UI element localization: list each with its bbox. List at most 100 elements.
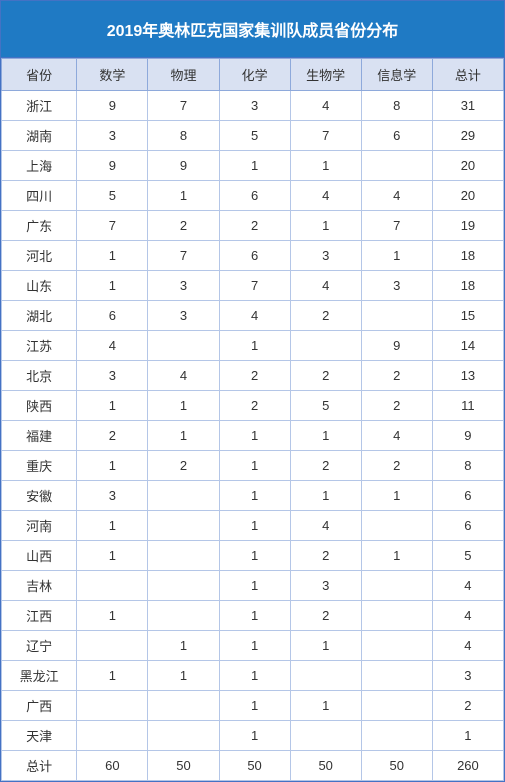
- data-table: 省份 数学 物理 化学 生物学 信息学 总计 浙江9734831湖南385762…: [1, 58, 504, 781]
- province-cell: 湖北: [2, 301, 77, 331]
- value-cell: 1: [148, 631, 219, 661]
- value-cell: 4: [432, 571, 503, 601]
- value-cell: [361, 301, 432, 331]
- table-row: 北京3422213: [2, 361, 504, 391]
- value-cell: 6: [432, 481, 503, 511]
- value-cell: 13: [432, 361, 503, 391]
- value-cell: 1: [290, 151, 361, 181]
- province-cell: 福建: [2, 421, 77, 451]
- value-cell: [290, 721, 361, 751]
- value-cell: [361, 601, 432, 631]
- value-cell: 6: [219, 181, 290, 211]
- value-cell: 7: [77, 211, 148, 241]
- value-cell: 1: [219, 451, 290, 481]
- value-cell: 3: [290, 241, 361, 271]
- value-cell: 4: [290, 271, 361, 301]
- table-row: 湖北634215: [2, 301, 504, 331]
- value-cell: 1: [219, 421, 290, 451]
- value-cell: 1: [219, 661, 290, 691]
- value-cell: 1: [361, 541, 432, 571]
- value-cell: 3: [148, 271, 219, 301]
- value-cell: 3: [77, 481, 148, 511]
- value-cell: [361, 151, 432, 181]
- total-value: 260: [432, 751, 503, 781]
- value-cell: 15: [432, 301, 503, 331]
- value-cell: 1: [361, 241, 432, 271]
- province-cell: 重庆: [2, 451, 77, 481]
- value-cell: [148, 331, 219, 361]
- value-cell: 2: [432, 691, 503, 721]
- value-cell: 7: [290, 121, 361, 151]
- value-cell: 4: [290, 181, 361, 211]
- total-value: 50: [361, 751, 432, 781]
- value-cell: 5: [290, 391, 361, 421]
- value-cell: 3: [361, 271, 432, 301]
- col-header: 省份: [2, 59, 77, 91]
- value-cell: 1: [148, 421, 219, 451]
- table-row: 河南1146: [2, 511, 504, 541]
- value-cell: 4: [219, 301, 290, 331]
- table-row: 上海991120: [2, 151, 504, 181]
- value-cell: 1: [77, 511, 148, 541]
- value-cell: 3: [219, 91, 290, 121]
- value-cell: 1: [77, 541, 148, 571]
- total-value: 50: [290, 751, 361, 781]
- value-cell: 9: [148, 151, 219, 181]
- value-cell: 29: [432, 121, 503, 151]
- value-cell: [148, 721, 219, 751]
- value-cell: 1: [290, 421, 361, 451]
- value-cell: 4: [77, 331, 148, 361]
- province-cell: 吉林: [2, 571, 77, 601]
- total-value: 50: [219, 751, 290, 781]
- value-cell: 1: [361, 481, 432, 511]
- province-cell: 安徽: [2, 481, 77, 511]
- value-cell: 3: [432, 661, 503, 691]
- value-cell: 2: [219, 391, 290, 421]
- total-value: 60: [77, 751, 148, 781]
- value-cell: 6: [77, 301, 148, 331]
- province-cell: 湖南: [2, 121, 77, 151]
- value-cell: [361, 511, 432, 541]
- header-row: 省份 数学 物理 化学 生物学 信息学 总计: [2, 59, 504, 91]
- value-cell: 6: [361, 121, 432, 151]
- province-cell: 天津: [2, 721, 77, 751]
- value-cell: 2: [148, 451, 219, 481]
- value-cell: 1: [77, 241, 148, 271]
- col-header: 化学: [219, 59, 290, 91]
- province-cell: 北京: [2, 361, 77, 391]
- province-cell: 陕西: [2, 391, 77, 421]
- col-header: 信息学: [361, 59, 432, 91]
- value-cell: 2: [290, 451, 361, 481]
- value-cell: 31: [432, 91, 503, 121]
- col-header: 物理: [148, 59, 219, 91]
- table-row: 黑龙江1113: [2, 661, 504, 691]
- value-cell: 1: [148, 391, 219, 421]
- value-cell: 1: [219, 511, 290, 541]
- value-cell: 1: [290, 481, 361, 511]
- value-cell: 4: [361, 421, 432, 451]
- table-row: 广东7221719: [2, 211, 504, 241]
- value-cell: 8: [432, 451, 503, 481]
- province-cell: 广东: [2, 211, 77, 241]
- value-cell: [77, 721, 148, 751]
- value-cell: 7: [361, 211, 432, 241]
- value-cell: 5: [219, 121, 290, 151]
- value-cell: 3: [290, 571, 361, 601]
- value-cell: 20: [432, 181, 503, 211]
- province-cell: 山东: [2, 271, 77, 301]
- value-cell: [361, 661, 432, 691]
- page-title: 2019年奥林匹克国家集训队成员省份分布: [1, 1, 504, 58]
- value-cell: [361, 571, 432, 601]
- value-cell: 1: [77, 661, 148, 691]
- total-row: 总计6050505050260: [2, 751, 504, 781]
- value-cell: 1: [77, 601, 148, 631]
- value-cell: 20: [432, 151, 503, 181]
- table-row: 山东1374318: [2, 271, 504, 301]
- value-cell: 2: [290, 541, 361, 571]
- value-cell: 1: [148, 661, 219, 691]
- value-cell: [290, 331, 361, 361]
- value-cell: 2: [77, 421, 148, 451]
- table-container: 2019年奥林匹克国家集训队成员省份分布 省份 数学 物理 化学 生物学 信息学…: [0, 0, 505, 782]
- province-cell: 山西: [2, 541, 77, 571]
- value-cell: [77, 691, 148, 721]
